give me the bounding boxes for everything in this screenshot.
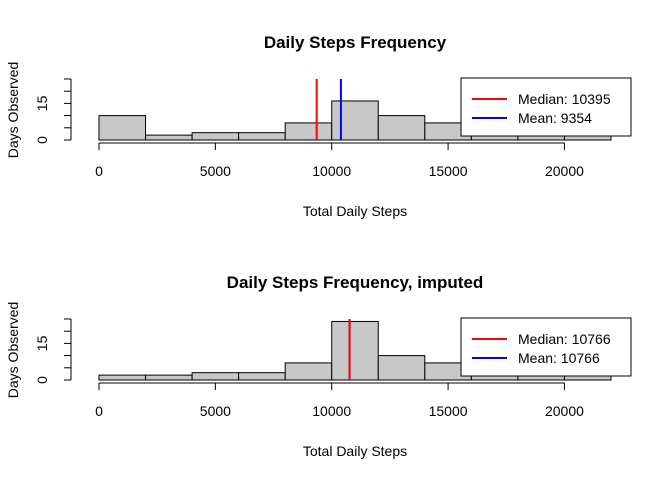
x-tick-label: 15000 bbox=[429, 163, 468, 179]
legend-label: Mean: 9354 bbox=[518, 110, 592, 126]
x-tick-label: 5000 bbox=[200, 403, 231, 419]
chart-title: Daily Steps Frequency, imputed bbox=[227, 273, 484, 292]
x-axis-label: Total Daily Steps bbox=[303, 203, 407, 219]
legend: Median: 10395 Mean: 9354 bbox=[460, 77, 632, 137]
y-tick-label: 15 bbox=[34, 95, 50, 111]
histogram-bar bbox=[284, 362, 333, 381]
histogram-bar bbox=[284, 122, 333, 141]
x-tick-label: 10000 bbox=[312, 163, 351, 179]
x-tick-label: 20000 bbox=[545, 403, 584, 419]
histogram-bar bbox=[98, 115, 147, 141]
legend-label: Mean: 10766 bbox=[518, 350, 600, 366]
legend-label: Median: 10395 bbox=[518, 91, 611, 107]
histogram-bar bbox=[98, 374, 147, 381]
x-tick-label: 5000 bbox=[200, 163, 231, 179]
bars bbox=[98, 100, 612, 141]
histogram-bar bbox=[238, 372, 286, 381]
histogram-bar bbox=[145, 374, 193, 381]
reference-lines bbox=[315, 79, 342, 140]
histogram-bar bbox=[145, 134, 193, 141]
histogram-bar bbox=[377, 115, 426, 141]
x-tick-label: 0 bbox=[95, 403, 103, 419]
histogram-bar bbox=[191, 372, 240, 381]
axes: 0 5000 10000 15000 20000 0 15 bbox=[34, 78, 584, 179]
x-tick-label: 0 bbox=[95, 163, 103, 179]
legend-box bbox=[460, 317, 632, 377]
chart-panel-2: Daily Steps Frequency, imputed Days Obse… bbox=[5, 273, 632, 459]
bars bbox=[98, 320, 612, 381]
legend: Median: 10766 Mean: 10766 bbox=[460, 317, 632, 377]
axes: 0 5000 10000 15000 20000 0 15 bbox=[34, 318, 584, 419]
histogram-bar bbox=[191, 132, 240, 141]
y-tick-label: 0 bbox=[34, 376, 50, 384]
x-tick-label: 15000 bbox=[429, 403, 468, 419]
y-tick-label: 15 bbox=[34, 335, 50, 351]
x-tick-label: 10000 bbox=[312, 403, 351, 419]
y-tick-label: 0 bbox=[34, 136, 50, 144]
x-tick-label: 20000 bbox=[545, 163, 584, 179]
legend-box bbox=[460, 77, 632, 137]
histogram-bar bbox=[238, 132, 286, 141]
x-axis-label: Total Daily Steps bbox=[303, 443, 407, 459]
y-axis-label: Days Observed bbox=[5, 62, 21, 158]
y-axis-label: Days Observed bbox=[5, 302, 21, 398]
chart-panel-1: Daily Steps Frequency Days Observed Tota… bbox=[5, 33, 632, 219]
chart-title: Daily Steps Frequency bbox=[264, 33, 447, 52]
histogram-bar bbox=[331, 100, 379, 141]
legend-label: Median: 10766 bbox=[518, 331, 611, 347]
histogram-bar bbox=[331, 320, 379, 381]
histogram-bar bbox=[377, 355, 426, 381]
